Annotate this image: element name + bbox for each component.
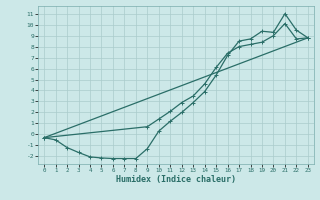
X-axis label: Humidex (Indice chaleur): Humidex (Indice chaleur) — [116, 175, 236, 184]
